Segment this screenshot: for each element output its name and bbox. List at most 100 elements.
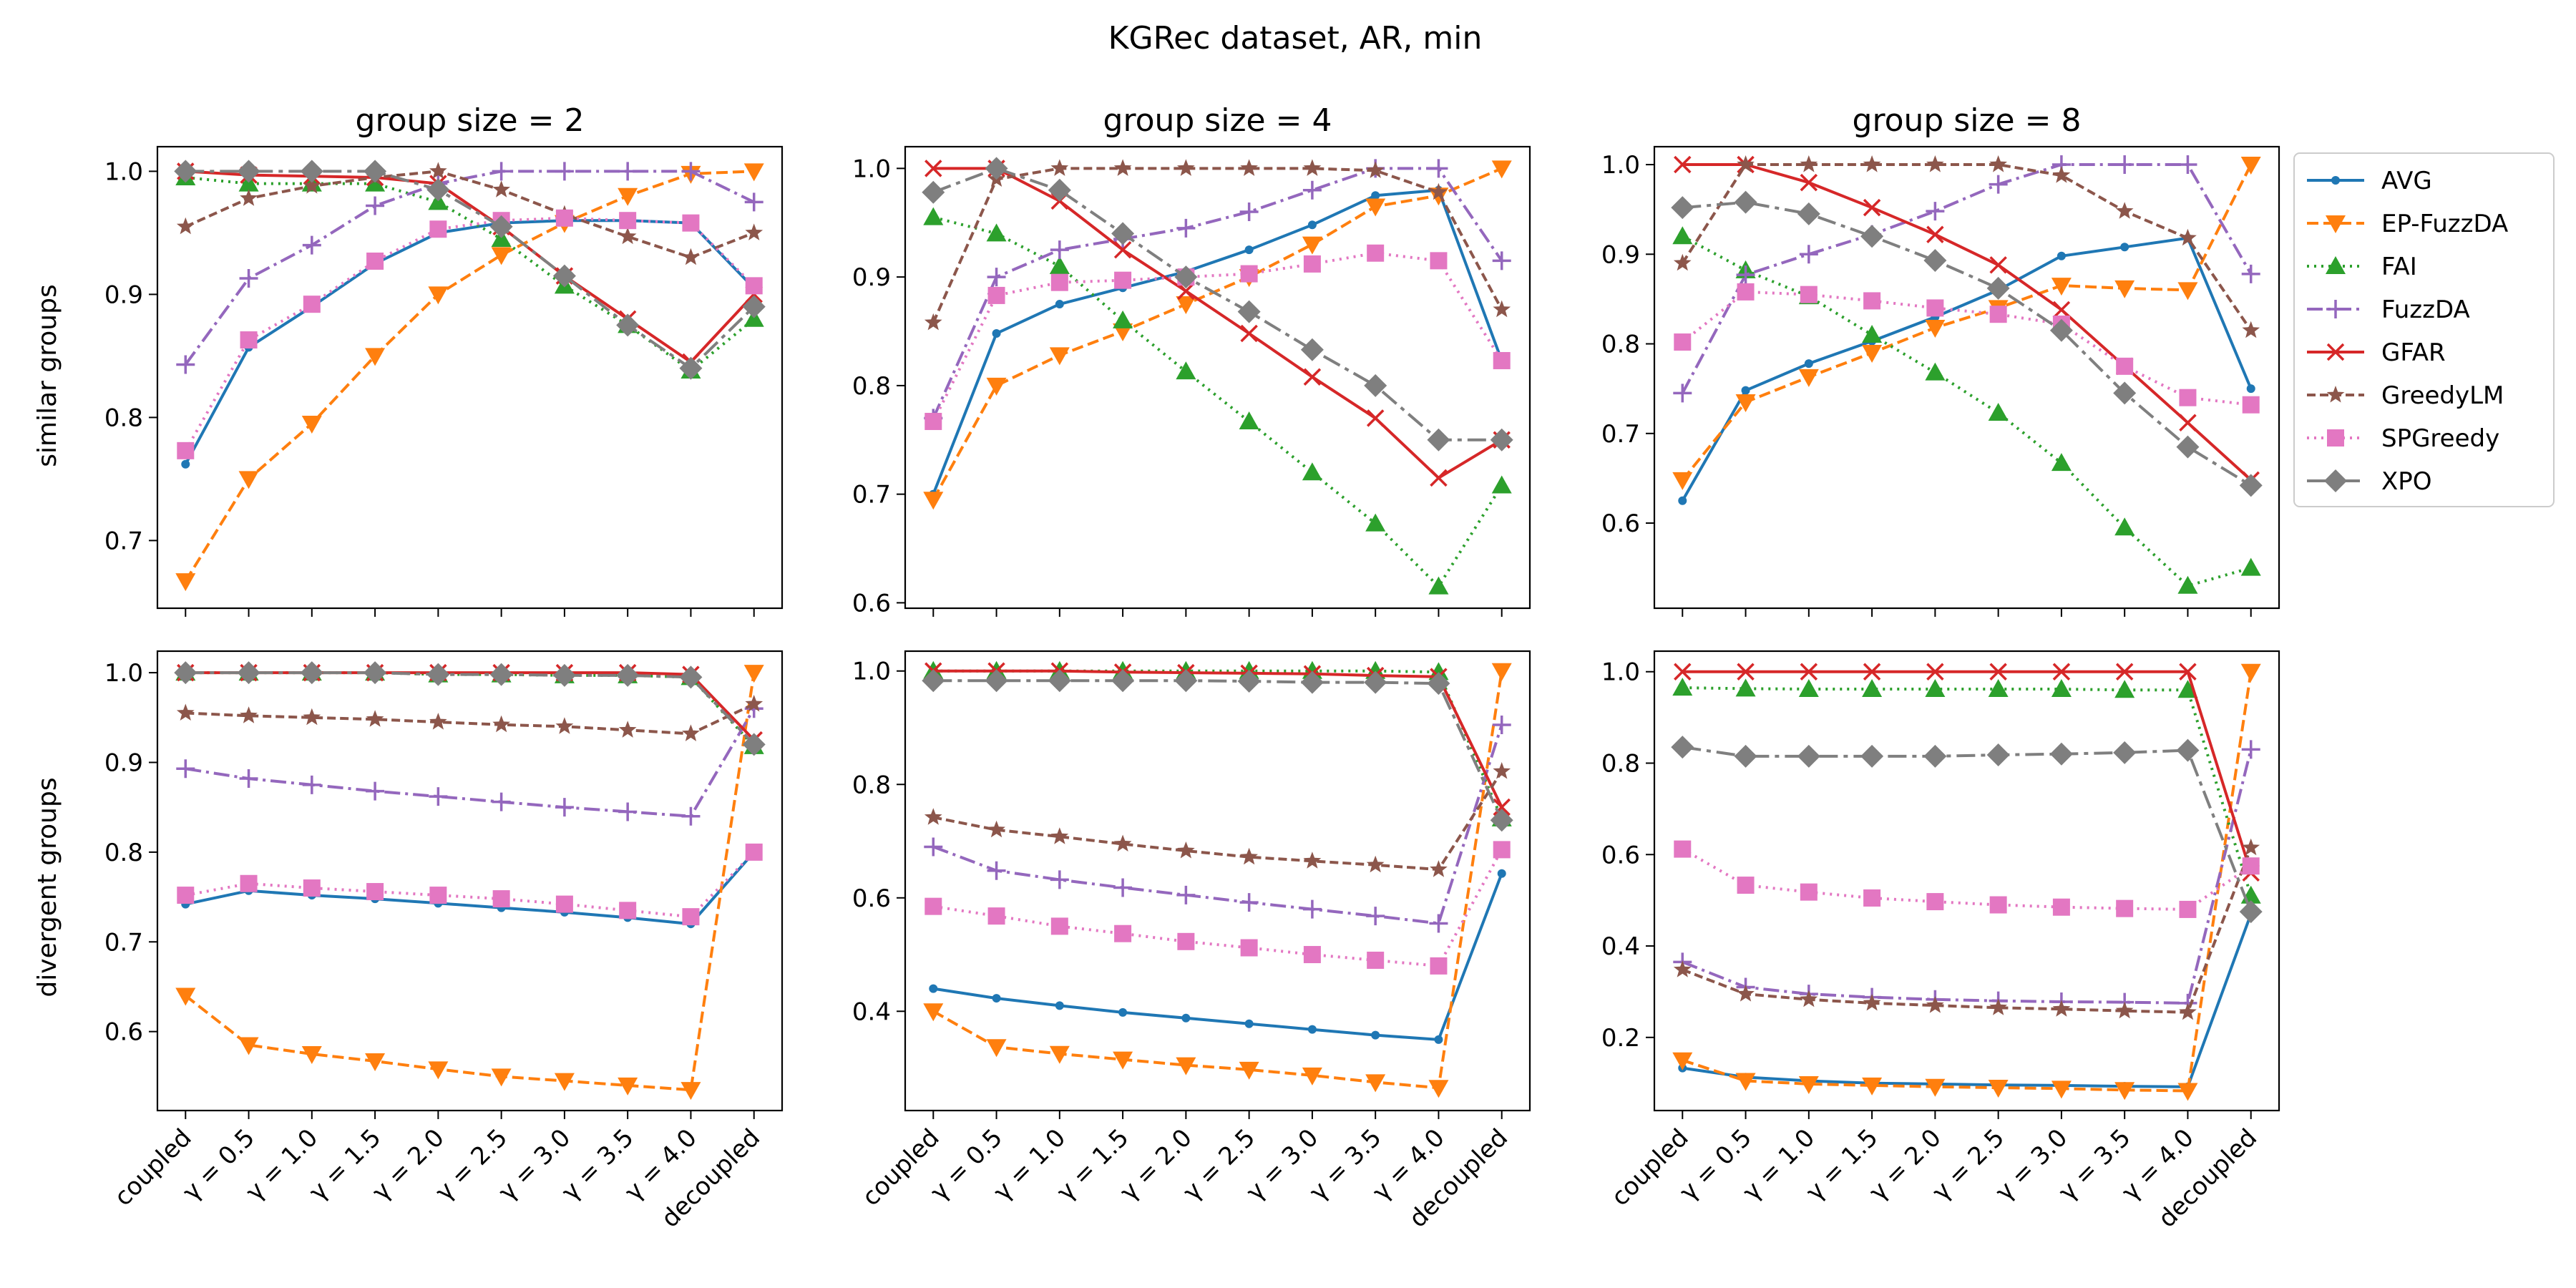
data-point-xpo: [1490, 809, 1513, 832]
data-point-gfar: [1863, 198, 1881, 217]
series-line-spgreedy: [932, 251, 1503, 422]
data-point-greedylm: [618, 227, 637, 245]
data-point-greedylm: [1240, 847, 1258, 865]
data-point-avg: [929, 984, 938, 993]
series-line-xpo: [185, 671, 756, 746]
data-point-spgreedy: [177, 441, 195, 459]
data-point-ep-fuzzda: [1862, 1077, 1883, 1096]
data-point-ep-fuzzda: [491, 247, 512, 265]
subplot-title: group size = 2: [356, 102, 585, 139]
series-line-gfar: [1682, 163, 2253, 482]
data-point-greedylm: [1177, 841, 1195, 859]
data-point-spgreedy: [429, 220, 447, 238]
data-point-fuzzda: [555, 162, 574, 181]
legend-entry-ep-fuzzda: EP-FuzzDA: [2307, 210, 2508, 238]
data-point-greedylm: [1113, 159, 1132, 176]
series-line-gfar: [185, 170, 756, 364]
data-point-xpo: [2239, 900, 2263, 924]
data-point-fai: [1428, 576, 1449, 595]
y-tick-label: 0.2: [1601, 1024, 1640, 1053]
series-line-ep-fuzzda: [932, 670, 1503, 1090]
series-line-xpo: [1682, 746, 2253, 912]
data-point-fai: [2240, 557, 2261, 576]
data-point-fuzzda: [366, 781, 385, 801]
data-point-ep-fuzzda: [1302, 236, 1322, 255]
data-point-fuzzda: [176, 759, 195, 779]
y-tick-label: 0.9: [104, 280, 143, 309]
data-point-fai: [986, 223, 1007, 242]
data-point-spgreedy: [1800, 883, 1818, 901]
legend-marker: [2324, 469, 2347, 492]
data-point-fuzzda: [2115, 155, 2135, 175]
data-point-fuzzda: [1050, 240, 1069, 260]
data-point-ep-fuzzda: [2114, 280, 2135, 298]
data-point-xpo: [552, 264, 576, 288]
data-point-avg: [1244, 1019, 1254, 1028]
legend-marker: [2326, 215, 2346, 233]
data-point-fai: [2051, 679, 2072, 698]
y-tick-label: 0.7: [852, 481, 891, 509]
data-point-spgreedy: [924, 412, 942, 430]
data-point-xpo: [300, 160, 323, 183]
data-point-spgreedy: [1114, 271, 1132, 289]
data-point-gfar: [2179, 414, 2197, 431]
series-line-fai: [185, 176, 755, 372]
data-point-spgreedy: [682, 214, 700, 232]
series-line-fuzzda: [184, 170, 755, 366]
data-point-ep-fuzzda: [1365, 1074, 1386, 1093]
data-point-ep-fuzzda: [923, 492, 944, 510]
data-point-ep-fuzzda: [743, 163, 764, 182]
data-point-ep-fuzzda: [1239, 1061, 1259, 1080]
series-spgreedy: [177, 843, 763, 926]
figure-title: KGRec dataset, AR, min: [1108, 20, 1483, 57]
data-point-greedylm: [1737, 155, 1755, 172]
data-point-spgreedy: [2052, 898, 2070, 916]
data-point-greedylm: [2242, 838, 2260, 856]
legend-label: AVG: [2381, 167, 2432, 195]
data-point-ep-fuzzda: [618, 1077, 638, 1096]
data-point-spgreedy: [429, 887, 447, 904]
data-point-ep-fuzzda: [1491, 663, 1512, 681]
data-point-xpo: [616, 313, 640, 337]
data-point-fuzzda: [1366, 907, 1385, 926]
series-line-ep-fuzzda: [1682, 671, 2253, 1093]
data-point-ep-fuzzda: [1302, 1067, 1322, 1085]
data-point-xpo: [922, 180, 945, 204]
data-point-avg: [1181, 1013, 1191, 1023]
legend-label: XPO: [2381, 467, 2432, 496]
data-point-spgreedy: [1737, 283, 1755, 301]
data-point-greedylm: [2242, 321, 2260, 338]
data-point-avg: [1678, 496, 1687, 505]
data-point-avg: [1244, 245, 1254, 255]
data-point-xpo: [552, 663, 576, 687]
series-ep-fuzzda: [175, 665, 764, 1101]
data-point-ep-fuzzda: [680, 1082, 701, 1101]
data-point-greedylm: [2179, 228, 2197, 246]
legend-label: EP-FuzzDA: [2381, 210, 2508, 238]
data-point-gfar: [2179, 663, 2197, 680]
series-line-fuzzda: [932, 724, 1503, 925]
data-point-gfar: [1737, 663, 1755, 680]
data-point-gfar: [1926, 663, 1944, 680]
data-point-greedylm: [1863, 155, 1881, 172]
data-point-fuzzda: [1302, 180, 1322, 200]
data-point-ep-fuzzda: [1798, 369, 1819, 387]
data-point-xpo: [1734, 190, 1757, 214]
data-point-ep-fuzzda: [2177, 1083, 2198, 1101]
data-point-xpo: [985, 669, 1008, 693]
data-point-spgreedy: [2179, 389, 2197, 406]
y-tick-label: 1.0: [1601, 151, 1640, 180]
legend-label: SPGreedy: [2381, 424, 2499, 453]
axes-frame: [904, 145, 1531, 610]
data-point-spgreedy: [1240, 939, 1258, 957]
series-greedylm: [1673, 838, 2260, 1020]
data-point-xpo: [237, 661, 260, 685]
series-spgreedy: [1674, 840, 2260, 918]
data-point-xpo: [2239, 474, 2263, 497]
data-point-ep-fuzzda: [2240, 157, 2261, 175]
y-tick-label: 0.6: [1601, 509, 1640, 538]
series-gfar: [1674, 663, 2260, 882]
data-point-ep-fuzzda: [428, 1061, 449, 1080]
data-point-xpo: [2049, 318, 2073, 342]
data-point-fuzzda: [1799, 245, 1818, 264]
